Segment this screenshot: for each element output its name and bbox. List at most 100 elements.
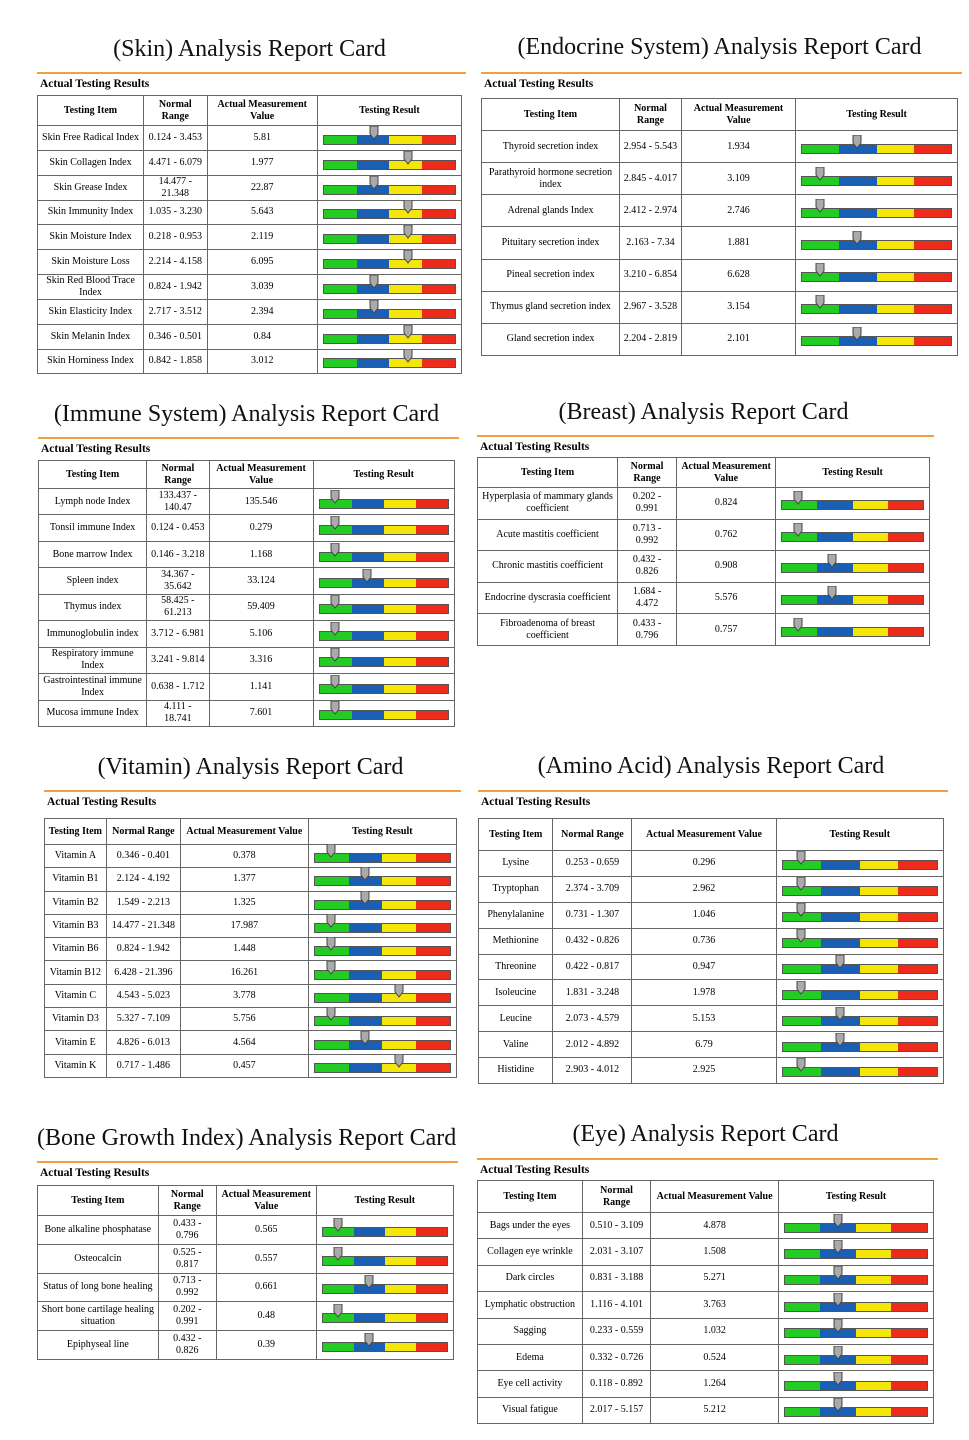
testing-item: Respiratory immune Index [37,646,148,675]
result-row: Phenylalanine 0.731 - 1.307 1.046 [477,901,945,929]
results-table: Testing Item Normal Range Actual Measureme… [44,818,458,1078]
measured-value: 0.824 [675,487,777,520]
result-gauge-cell [315,1243,455,1274]
header-cell: Actual Measurement Value [631,818,777,851]
testing-item: Skin Moisture Loss [37,249,144,275]
gauge-pointer [326,914,336,928]
gauge-segment [422,160,456,169]
measured-value: 5.212 [650,1396,779,1425]
gauge-segment [383,631,416,640]
gauge-segment [855,1381,892,1390]
gauge-pointer [360,890,370,905]
gauge-pointer [833,1371,842,1386]
result-row: Skin Red Blood Trace Index 0.824 - 1.942 3… [37,273,463,300]
gauge [318,542,449,562]
gauge-segment [802,240,840,249]
result-row: Gland secretion index 2.204 - 2.819 2.101 [480,322,958,356]
normal-range: 2.012 - 4.892 [552,1031,633,1058]
gauge-pointer [833,1266,842,1281]
measured-value: 5.576 [675,581,777,615]
result-row: Valine 2.012 - 4.892 6.79 [477,1031,945,1058]
measured-value: 17.987 [179,913,309,939]
testing-item: Epiphyseal line [37,1330,159,1360]
gauge-segment [784,1223,821,1232]
gauge-segment [782,887,822,896]
normal-range: 34.367 - 35.642 [146,567,210,595]
gauge-pointer [796,929,806,943]
gauge [781,877,938,897]
header-cell: Testing Result [775,457,930,488]
gauge-segment [416,924,450,933]
gauge-segment [416,854,450,863]
gauge-pointer [796,1058,806,1073]
result-gauge-cell [307,913,458,939]
gauge-segment [821,1042,860,1051]
gauge-segment [348,854,383,863]
measured-value: 5.106 [208,620,314,648]
gauge-segment [782,501,818,510]
normal-range: 0.253 - 0.659 [552,850,633,877]
gauge-segment [913,176,952,185]
normal-range: 0.202 - 0.991 [617,487,677,520]
measured-value: 1.934 [680,129,797,164]
gauge-segment [913,208,952,217]
gauge [783,1319,928,1339]
gauge-pointer [833,1345,842,1360]
gauge-segment [876,208,914,217]
result-row: Vitamin K 0.717 - 1.486 0.457 [44,1053,458,1078]
gauge-pointer [369,299,379,314]
header-cell: Testing Item [37,95,144,126]
result-row: Bone marrow Index 0.146 - 3.218 1.168 [37,540,456,569]
gauge-pointer [815,295,825,310]
measured-value: 6.628 [680,258,797,292]
result-row: Thymus gland secretion index 2.967 - 3.52… [480,290,958,324]
measured-value: 3.316 [208,646,314,675]
gauge-segment [383,658,416,667]
gauge-segment [913,305,952,314]
gauge-segment [802,176,840,185]
normal-range: 1.684 - 4.472 [617,581,677,615]
result-row: Acute mastitis coefficient 0.713 - 0.992 0… [476,518,930,552]
normal-range: 1.549 - 2.213 [105,890,181,915]
normal-range: 0.831 - 3.188 [581,1264,652,1293]
normal-range: 133.437 - 140.47 [146,487,210,516]
testing-item: Mucosa immune Index [37,699,148,727]
result-gauge-cell [307,843,458,869]
gauge-segment [415,1256,447,1265]
subtitle: Actual Testing Results [40,1167,150,1179]
result-row: Parathyroid hormone secretion index 2.845… [480,162,958,196]
gauge-pointer [796,903,806,917]
gauge-pointer [403,150,413,165]
testing-item: Threonine [477,953,554,981]
testing-item: Isoleucine [477,979,554,1007]
gauge-segment [859,1068,899,1077]
gauge-segment [314,947,349,956]
result-row: Lysine 0.253 - 0.659 0.296 [477,850,945,877]
result-row: Pituitary secretion index 2.163 - 7.34 1.8… [480,226,958,260]
result-gauge-cell [775,953,945,981]
measured-value: 5.271 [650,1264,779,1293]
gauge-pointer [360,1030,370,1045]
result-gauge-cell [307,1053,458,1078]
gauge-segment [839,144,877,153]
measured-value: 5.756 [179,1007,309,1032]
gauge-pointer [326,844,336,858]
result-row: Chronic mastitis coefficient 0.432 - 0.82… [476,550,930,583]
gauge-segment [351,499,384,508]
result-row: Bone alkaline phosphatase 0.433 - 0.796 0.… [37,1215,455,1245]
result-gauge-cell [777,1343,935,1372]
gauge-segment [389,284,423,293]
measured-value: 6.79 [631,1031,777,1058]
gauge-pointer [835,1006,845,1021]
measured-value: 135.546 [208,487,314,516]
normal-range: 2.204 - 2.819 [619,322,682,356]
gauge-pointer [815,198,825,213]
gauge-segment [314,900,349,909]
gauge [321,1217,448,1237]
normal-range: 2.954 - 5.543 [619,129,682,164]
card-title: (Skin) Analysis Report Card [113,36,386,62]
normal-range: 0.332 - 0.726 [581,1343,652,1372]
normal-range: 6.428 - 21.396 [105,960,181,985]
gauge [322,225,456,245]
testing-item: Valine [477,1031,554,1058]
